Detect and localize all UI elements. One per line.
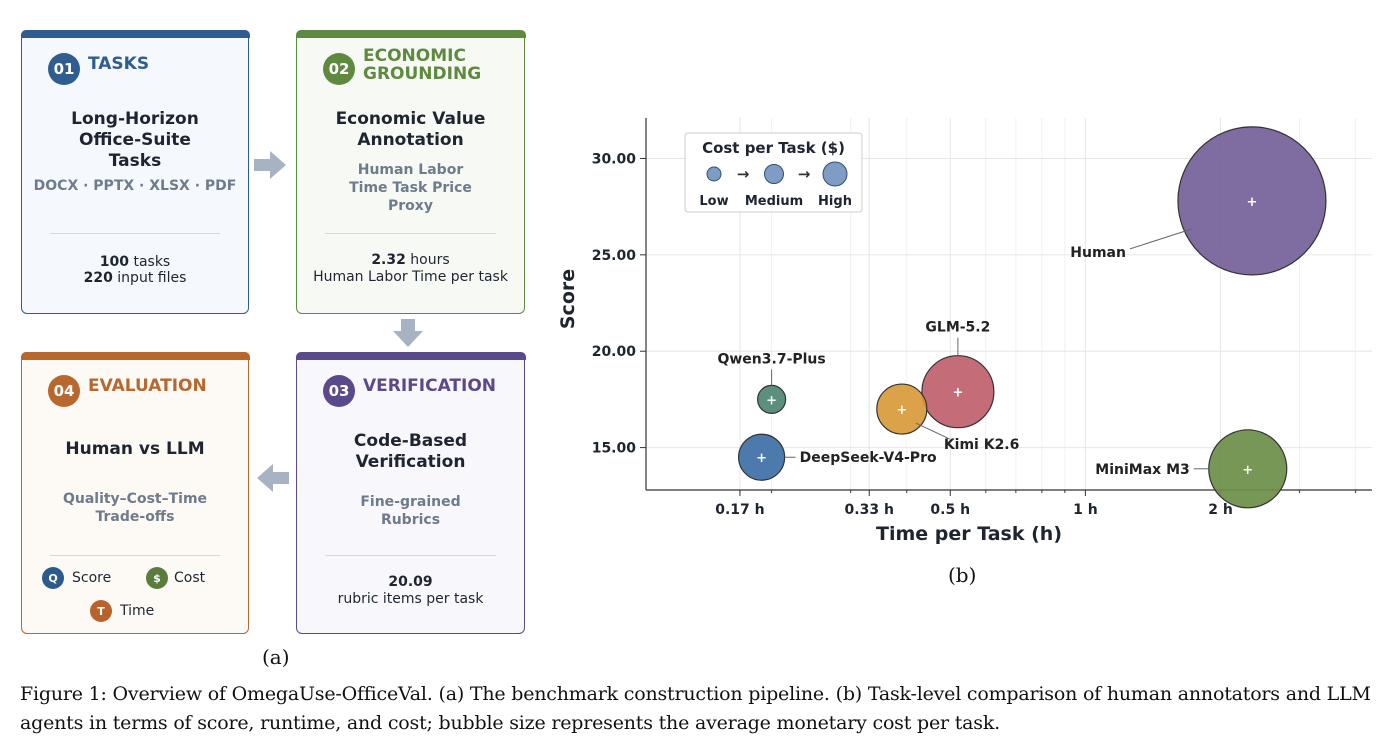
card-evaluation-bar	[20, 351, 250, 360]
card-stat-1: 20.09	[388, 574, 433, 590]
card-subtitle: Fine-grained Rubrics	[360, 494, 461, 528]
step-number-badge: 03	[323, 375, 355, 407]
bubble-center-marker: +	[896, 403, 907, 418]
card-evaluation: 04 EVALUATION Human vs LLM Quality–Cost–…	[20, 351, 250, 634]
card-heading: Economic Value Annotation	[335, 109, 486, 150]
bubble-center-marker: +	[1242, 463, 1253, 478]
card-economic-grounding: 02 ECONOMIC GROUNDING Economic Value Ann…	[295, 29, 526, 314]
figure-caption: Figure 1: Overview of OmegaUse-OfficeVal…	[20, 683, 1371, 734]
bubble-point	[876, 383, 928, 435]
panel-b-label: (b)	[948, 563, 977, 587]
panel-a-label: (a)	[262, 645, 290, 669]
step-number-badge: 04	[48, 375, 80, 407]
bubble-point	[1177, 126, 1327, 276]
card-stat-2: Human Labor Time per task	[313, 269, 508, 285]
arrow-left-icon	[257, 464, 289, 492]
label-leader-line	[915, 422, 951, 440]
bubble-label: Kimi K2.6	[944, 437, 1020, 453]
legend-bubble	[764, 164, 784, 184]
legend-arrow-icon: →	[737, 165, 750, 183]
card-subtitle: Quality–Cost–Time Trade-offs	[62, 491, 208, 525]
score-legend-label: Score	[72, 570, 112, 586]
label-leader-line	[1129, 228, 1193, 250]
card-stat-1: 100 tasks	[99, 254, 171, 270]
card-stat-2: 220 input files	[83, 270, 187, 286]
y-tick-label: 30.00	[592, 151, 637, 167]
card-heading: Code-Based Verification	[353, 431, 468, 472]
bubble-label: MiniMax M3	[1095, 462, 1189, 478]
step-title: VERIFICATION	[363, 376, 497, 396]
step-number-badge: 02	[323, 53, 355, 85]
divider	[50, 233, 220, 234]
time-legend-label: Time	[120, 603, 155, 619]
bubble-center-marker: +	[756, 451, 767, 466]
divider	[325, 555, 496, 556]
y-axis-label: Score	[557, 269, 579, 329]
legend-entry-label: Medium	[745, 194, 803, 209]
card-heading: Human vs LLM	[65, 439, 205, 459]
legend-entry-label: Low	[699, 194, 728, 209]
bubble-chart: 0.17 h 0.33 h 0.5 h 1 h 2 h 15.00 20.00 25.00 30…	[557, 118, 1372, 545]
x-tick-label: 0.33 h	[845, 502, 894, 518]
legend-arrow-icon: →	[798, 165, 811, 183]
step-title: EVALUATION	[88, 376, 207, 396]
bubble-label: GLM-5.2	[925, 320, 990, 336]
step-title: ECONOMIC GROUNDING	[363, 46, 482, 84]
bubble-center-marker: +	[1247, 195, 1258, 210]
x-axis-label: Time per Task (h)	[876, 523, 1062, 545]
bubble-label: Human	[1070, 245, 1126, 261]
step-number-badge: 01	[48, 53, 80, 85]
bubble-center-marker: +	[952, 386, 963, 401]
bubble-label: DeepSeek-V4-Pro	[800, 450, 937, 466]
card-tasks-bar	[20, 29, 250, 38]
cost-legend-label: Cost	[174, 570, 206, 586]
legend-bubble	[706, 166, 722, 182]
x-tick-label: 1 h	[1073, 502, 1098, 518]
arrow-down-icon	[393, 319, 423, 347]
card-tasks: 01 TASKS Long-Horizon Office-Suite Tasks…	[20, 29, 250, 314]
legend-title: Cost per Task ($)	[702, 139, 845, 157]
divider	[50, 555, 220, 556]
bubble-center-marker: +	[766, 393, 777, 408]
card-verification: 03 VERIFICATION Code-Based Verification …	[295, 351, 526, 634]
y-tick-label: 25.00	[592, 248, 637, 264]
arrow-right-icon	[254, 151, 286, 179]
cost-icon: $	[146, 567, 168, 589]
card-stat-2: rubric items per task	[337, 591, 484, 607]
score-icon: Q	[42, 567, 64, 589]
legend-entry-label: High	[818, 194, 852, 209]
bubble-point	[921, 355, 995, 429]
bubble-label: Qwen3.7-Plus	[717, 351, 825, 367]
card-subtitle: DOCX · PPTX · XLSX · PDF	[33, 178, 237, 194]
x-tick-label: 2 h	[1208, 502, 1233, 518]
card-verification-bar	[295, 351, 526, 360]
card-stat-1: 2.32 hours	[371, 252, 450, 268]
legend-bubble	[822, 161, 848, 187]
step-title: TASKS	[88, 54, 150, 74]
y-tick-label: 15.00	[592, 441, 637, 457]
card-subtitle: Human Labor Time Task Price Proxy	[349, 162, 472, 214]
x-tick-label: 0.17 h	[715, 502, 764, 518]
divider	[325, 233, 496, 234]
time-icon: T	[90, 600, 112, 622]
x-tick-label: 0.5 h	[930, 502, 970, 518]
card-economic-bar	[295, 29, 526, 38]
card-heading: Long-Horizon Office-Suite Tasks	[71, 109, 199, 171]
y-tick-label: 20.00	[592, 344, 637, 360]
